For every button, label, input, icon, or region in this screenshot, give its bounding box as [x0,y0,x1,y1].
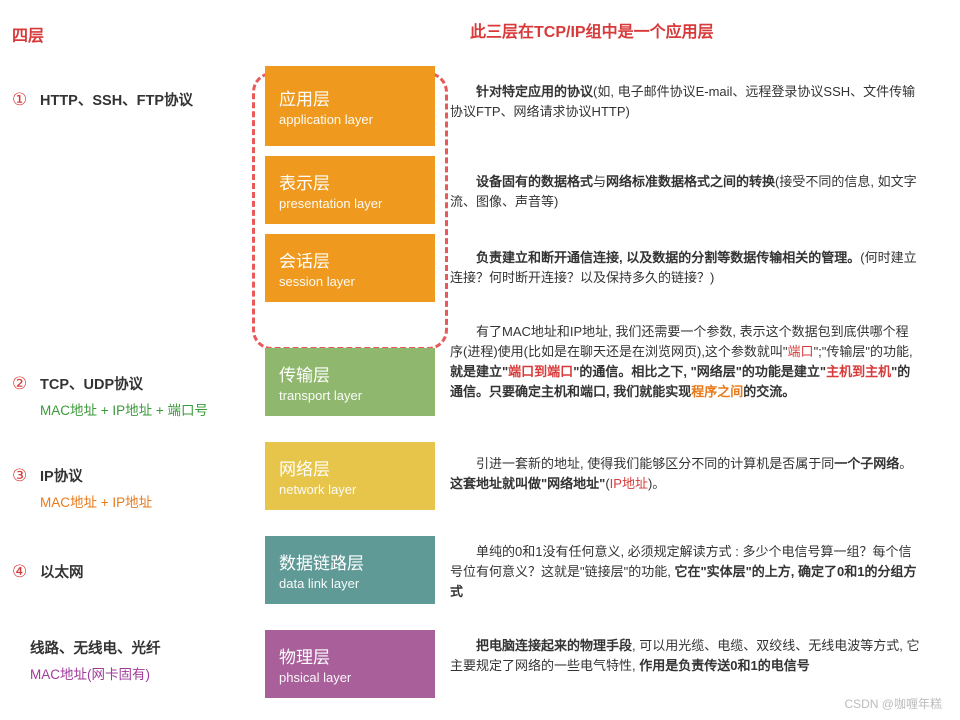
layer-name-zh: 传输层 [279,361,435,386]
layer-box: 物理层 phsical layer [265,630,435,698]
left-item-text: 以太网 [40,562,84,585]
left-column: 四层 ①HTTP、SSH、FTP协议② TCP、UDP协议MAC地址 + IP地… [0,22,260,56]
layer-box: 应用层 application layer [265,66,435,146]
center-column: 应用层application layer表示层presentation laye… [260,22,440,56]
layer-box: 表示层 presentation layer [265,156,435,224]
layer-description: 引进一套新的地址, 使得我们能够区分不同的计算机是否属于同一个子网络。这套地址就… [440,454,920,494]
left-layer-item: ② TCP、UDP协议MAC地址 + IP地址 + 端口号 [12,374,208,419]
right-column: 针对特定应用的协议(如, 电子邮件协议E-mail、远程登录协议SSH、文件传输… [440,22,960,56]
layer-description: 单纯的0和1没有任何意义, 必须规定解读方式 : 多少个电信号算一组？每个信号位… [440,542,920,602]
watermark: CSDN @咖喱年糕 [844,695,942,712]
left-extra-item: 线路、无线电、光纤MAC地址(网卡固有) [30,638,161,683]
layer-name-en: network layer [279,482,435,497]
layer-description: 负责建立和断开通信连接, 以及数据的分割等数据传输相关的管理。(何时建立连接？何… [440,248,920,288]
layer-description: 把电脑连接起来的物理手段, 可以用光缆、电缆、双绞线、无线电波等方式, 它主要规… [440,636,920,676]
layer-box: 网络层 network layer [265,442,435,510]
layer-name-en: transport layer [279,388,435,403]
layer-name-zh: 网络层 [279,455,435,480]
layer-description: 有了MAC地址和IP地址, 我们还需要一个参数, 表示这个数据包到底供哪个程序(… [440,322,920,403]
layer-description: 针对特定应用的协议(如, 电子邮件协议E-mail、远程登录协议SSH、文件传输… [440,82,920,122]
circled-number-icon: ④ [12,562,32,582]
left-layer-item: ① HTTP、SSH、FTP协议 [12,90,193,113]
left-layer-item: ③ IP协议MAC地址 + IP地址 [12,466,152,511]
layer-name-zh: 物理层 [279,643,435,668]
layer-name-zh: 应用层 [279,85,435,110]
left-item-text: IP协议MAC地址 + IP地址 [40,466,152,511]
layer-name-en: phsical layer [279,670,435,685]
layer-name-zh: 数据链路层 [279,549,435,574]
layer-name-en: data link layer [279,576,435,591]
left-item-text: HTTP、SSH、FTP协议 [40,90,193,113]
left-item-text: TCP、UDP协议MAC地址 + IP地址 + 端口号 [40,374,208,419]
layer-description: 设备固有的数据格式与网络标准数据格式之间的转换(接受不同的信息, 如文字流、图像… [440,172,920,212]
circled-number-icon: ③ [12,466,32,486]
circled-number-icon: ② [12,374,32,394]
left-column-title: 四层 [12,22,260,46]
layer-box: 会话层 session layer [265,234,435,302]
layer-name-zh: 表示层 [279,169,435,194]
layer-name-en: presentation layer [279,196,435,211]
layer-box: 传输层 transport layer [265,348,435,416]
diagram-container: 四层 ①HTTP、SSH、FTP协议② TCP、UDP协议MAC地址 + IP地… [0,0,960,56]
layer-name-zh: 会话层 [279,247,435,272]
layer-name-en: application layer [279,112,435,127]
left-layer-item: ④ 以太网 [12,562,84,585]
circled-number-icon: ① [12,90,32,110]
layer-box: 数据链路层 data link layer [265,536,435,604]
layer-name-en: session layer [279,274,435,289]
